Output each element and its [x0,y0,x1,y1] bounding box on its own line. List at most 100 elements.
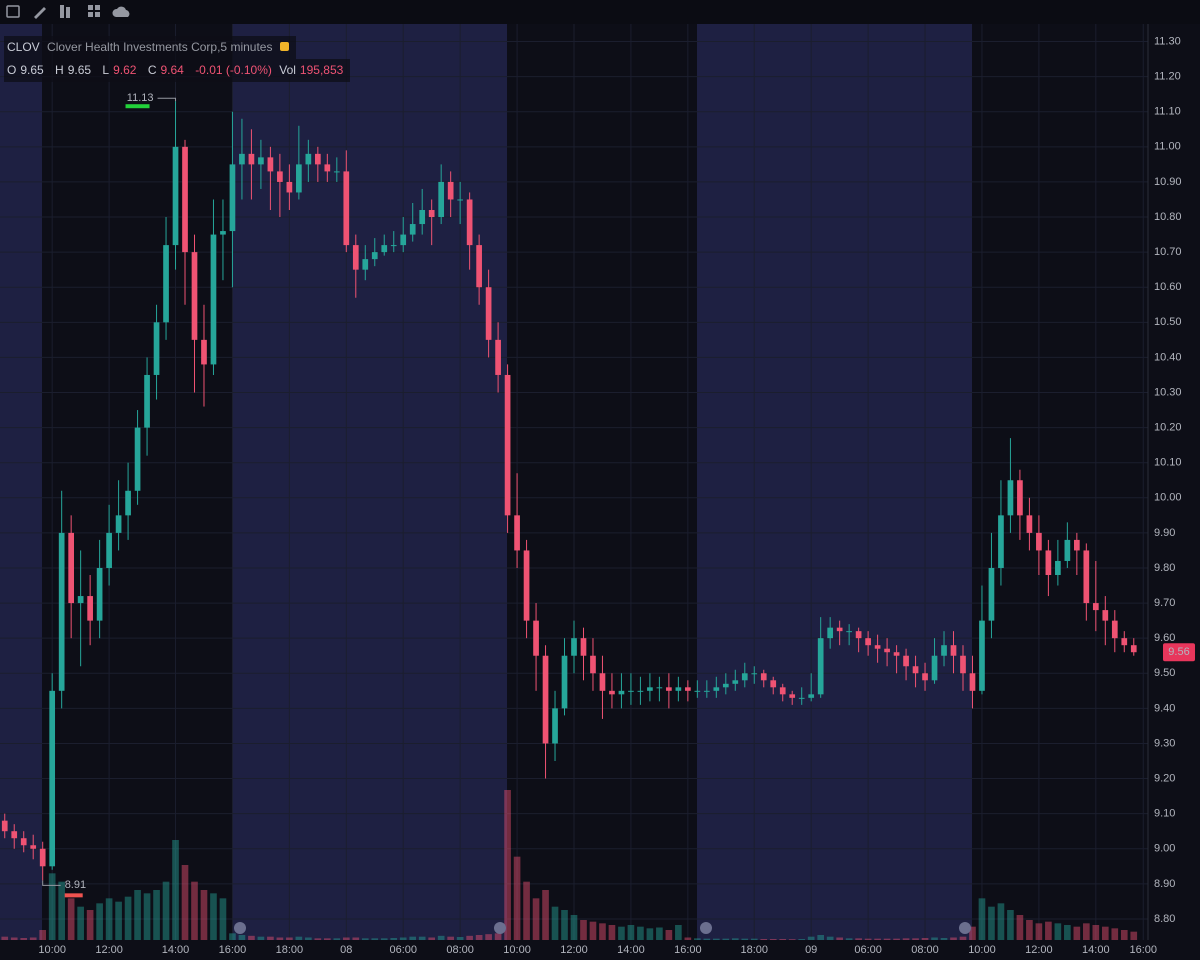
volume-bar [883,938,891,940]
candle-body [789,694,796,698]
volume-bar [1083,923,1090,940]
candle-body [998,515,1004,568]
volume-bar [731,938,739,940]
candle-body [182,146,188,253]
volume-bar [637,926,644,940]
low-label: 8.91 [65,879,86,891]
volume-bar [1120,930,1128,940]
x-tick-label: 06:00 [389,944,417,956]
change-value: -0.01 (-0.10%) [195,63,272,77]
candle-body [1045,550,1052,576]
x-tick-label: 16:00 [674,944,702,956]
volume-bar [798,939,806,940]
high-leader [157,97,177,102]
volume-bar [219,898,227,940]
candle-body [30,845,37,849]
volume-bar [969,926,976,940]
candle-body [400,234,407,246]
layout-icon[interactable] [88,5,93,10]
volume-bar [1073,926,1081,940]
candle-body [201,339,207,365]
x-tick-label: 12:00 [1025,944,1053,956]
y-tick-label: 9.70 [1154,597,1175,609]
y-tick-label: 9.00 [1154,843,1175,855]
candle-body [1083,550,1090,604]
candle-body [599,673,606,691]
volume-bar [276,937,284,940]
candle-body [770,680,777,688]
x-tick-label: 10:00 [38,944,66,956]
extended-session [697,24,972,940]
info-badge[interactable] [279,42,289,51]
candle-body [1036,532,1042,551]
volume-bar [807,936,815,940]
candle-body [438,181,445,218]
legend-title-row: CLOV Clover Health Investments Corp,5 mi… [4,36,296,59]
volume-bar [599,923,606,940]
high-marker [125,104,150,109]
high-label: H [55,63,64,77]
y-tick-label: 10.20 [1154,422,1182,434]
candle-body [628,690,634,692]
symbol[interactable]: CLOV [7,40,40,54]
y-tick-label: 9.90 [1154,527,1175,539]
volume-bar [295,936,303,940]
template-icon[interactable] [60,5,64,18]
candle-body [68,532,75,604]
x-tick-label: 16:00 [1129,944,1157,956]
x-tick-label: 10:00 [968,944,996,956]
volume-bar [997,903,1005,940]
y-tick-label: 10.10 [1154,457,1182,469]
volume-bar [665,930,673,940]
candle-body [713,687,720,691]
volume-bar [988,906,995,940]
candle-body [618,690,625,695]
candle-body [836,627,843,632]
x-tick-label: 14:00 [162,944,190,956]
candle-body [134,427,141,491]
volume-bar [561,910,568,940]
y-tick-label: 11.10 [1154,106,1181,118]
volume-bar [1016,915,1024,940]
chart-icon[interactable] [6,5,20,18]
y-tick-label: 9.80 [1154,562,1175,574]
candle-body [893,652,900,656]
volume-bar [1045,921,1052,940]
candle-body [931,655,938,681]
candle-body [352,245,359,270]
candle-body [1026,515,1033,533]
volume-bar [608,925,616,940]
candle-body [390,245,397,247]
candle-body [846,631,852,633]
candle-body [144,374,150,428]
time-axis [0,940,1200,960]
candle-body [286,181,293,193]
candle-body [941,645,947,656]
volume-bar [352,937,360,940]
volume-bar [750,938,758,940]
template-icon-part [66,7,70,18]
low-label: L [102,63,110,77]
candle-body [1121,638,1128,646]
draw-icon[interactable] [34,7,46,19]
volume-label: Vol [279,63,296,77]
candle-body [163,245,169,323]
volume-bar [523,881,530,940]
volume-bar [447,936,454,940]
candle-body [49,690,56,867]
candle-body [571,638,577,656]
candle-body [466,199,473,246]
ohlc-legend: CLOV Clover Health Investments Corp,5 mi… [4,36,351,82]
candle-body [685,687,691,691]
candle-body [457,199,463,201]
candle-body [11,831,18,839]
candle-body [779,687,786,695]
cloud-icon[interactable] [112,6,130,17]
y-tick-label: 10.70 [1154,246,1182,258]
volume-bar [342,937,350,940]
candle-body [39,848,46,867]
volume-bar [931,937,938,940]
volume-bar [722,938,730,940]
x-tick-label: 18:00 [276,944,304,956]
